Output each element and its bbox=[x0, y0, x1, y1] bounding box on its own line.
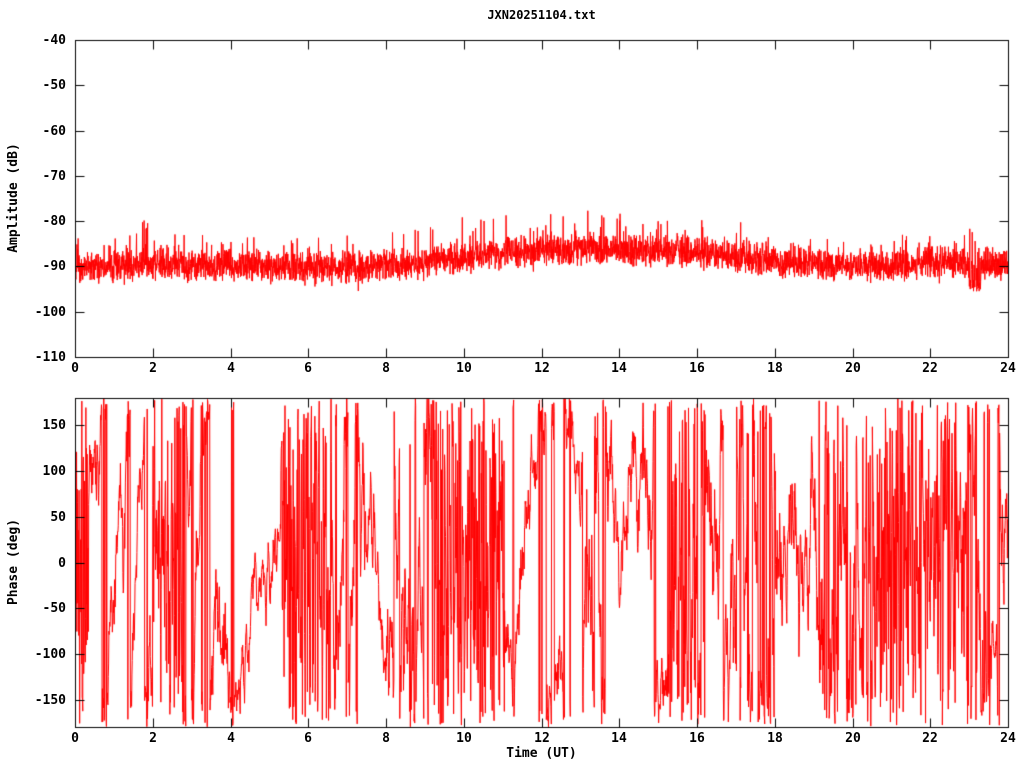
amplitude-y-tick-label: -50 bbox=[42, 78, 66, 93]
phase-x-tick-label: 20 bbox=[845, 731, 861, 746]
amplitude-x-tick-label: 10 bbox=[456, 361, 472, 376]
amplitude-y-tick-label: -70 bbox=[42, 169, 66, 184]
amplitude-y-tick-label: -80 bbox=[42, 214, 66, 229]
amplitude-y-tick-label: -100 bbox=[34, 305, 66, 320]
phase-x-tick-label: 18 bbox=[767, 731, 783, 746]
phase-x-tick-label: 0 bbox=[71, 731, 79, 746]
amplitude-x-tick-label: 12 bbox=[534, 361, 550, 376]
amplitude-x-tick-label: 8 bbox=[382, 361, 390, 376]
amplitude-y-tick-label: -60 bbox=[42, 124, 66, 139]
phase-y-tick-label: 50 bbox=[50, 510, 66, 525]
chart-title: JXN20251104.txt bbox=[487, 8, 596, 22]
phase-y-tick-label: -150 bbox=[34, 693, 66, 708]
amplitude-y-tick-label: -90 bbox=[42, 259, 66, 274]
phase-x-tick-label: 10 bbox=[456, 731, 472, 746]
amplitude-x-tick-label: 20 bbox=[845, 361, 861, 376]
phase-x-tick-label: 16 bbox=[689, 731, 705, 746]
phase-x-tick-label: 4 bbox=[227, 731, 235, 746]
phase-x-tick-label: 22 bbox=[922, 731, 938, 746]
phase-x-tick-label: 2 bbox=[149, 731, 157, 746]
amplitude-axis-label: Amplitude (dB) bbox=[6, 143, 21, 253]
time-axis-label: Time (UT) bbox=[506, 746, 577, 761]
amplitude-x-tick-label: 0 bbox=[71, 361, 79, 376]
amplitude-x-tick-label: 2 bbox=[149, 361, 157, 376]
phase-x-tick-label: 8 bbox=[382, 731, 390, 746]
phase-x-tick-label: 6 bbox=[304, 731, 312, 746]
phase-y-tick-label: -100 bbox=[34, 647, 66, 662]
amplitude-y-tick-label: -110 bbox=[34, 350, 66, 365]
amplitude-y-tick-label: -40 bbox=[42, 33, 66, 48]
phase-y-tick-label: 150 bbox=[42, 418, 66, 433]
phase-x-tick-label: 12 bbox=[534, 731, 550, 746]
amplitude-x-tick-label: 14 bbox=[611, 361, 627, 376]
amplitude-x-tick-label: 4 bbox=[227, 361, 235, 376]
phase-y-tick-label: 0 bbox=[58, 556, 66, 571]
phase-x-tick-label: 14 bbox=[611, 731, 627, 746]
phase-y-tick-label: 100 bbox=[42, 464, 66, 479]
amplitude-x-tick-label: 22 bbox=[922, 361, 938, 376]
amplitude-x-tick-label: 6 bbox=[304, 361, 312, 376]
amplitude-x-tick-label: 16 bbox=[689, 361, 705, 376]
amplitude-x-tick-label: 24 bbox=[1000, 361, 1016, 376]
amplitude-x-tick-label: 18 bbox=[767, 361, 783, 376]
phase-x-tick-label: 24 bbox=[1000, 731, 1016, 746]
phase-y-tick-label: -50 bbox=[42, 601, 66, 616]
